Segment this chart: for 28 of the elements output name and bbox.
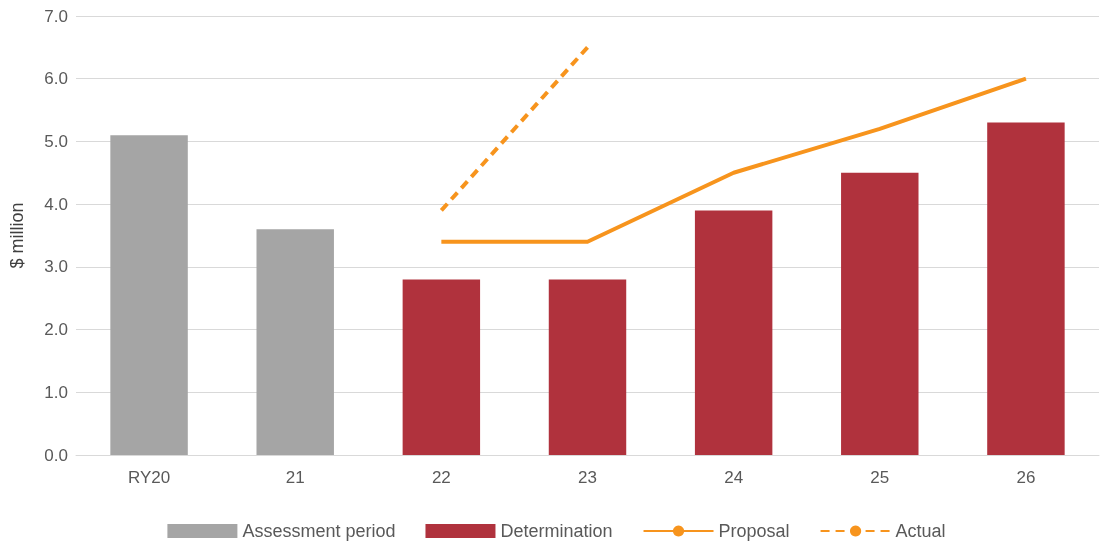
y-tick-label: 6.0: [44, 69, 68, 89]
y-tick-label: 3.0: [44, 257, 68, 277]
line-series: [439, 76, 1028, 244]
bar: [256, 229, 334, 455]
legend-label: Proposal: [718, 521, 790, 541]
y-tick-label: 7.0: [44, 6, 68, 26]
x-tick-label: RY20: [127, 468, 171, 487]
x-tick-label: 25: [870, 468, 890, 487]
bar: [841, 172, 919, 455]
y-tick-label: 5.0: [44, 131, 68, 151]
y-tick-label: 0.0: [44, 445, 68, 465]
legend-label: Actual: [895, 521, 946, 541]
y-axis-title: $ million: [7, 202, 27, 269]
y-tick-label: 1.0: [44, 382, 68, 402]
x-tick-label: 22: [431, 468, 451, 487]
legend-label: Assessment period: [242, 521, 396, 541]
bar: [402, 279, 481, 455]
legend-label: Determination: [500, 521, 613, 541]
x-tick-label: 24: [724, 468, 744, 487]
y-tick-label: 2.0: [44, 320, 68, 340]
y-tick-label: 4.0: [44, 194, 68, 214]
x-tick-label: 23: [578, 468, 597, 487]
x-tick-label: 26: [1016, 468, 1036, 487]
bar: [110, 135, 188, 455]
bar: [694, 210, 773, 455]
bar: [987, 122, 1065, 455]
bar: [548, 279, 627, 455]
x-tick-label: 21: [285, 468, 305, 487]
